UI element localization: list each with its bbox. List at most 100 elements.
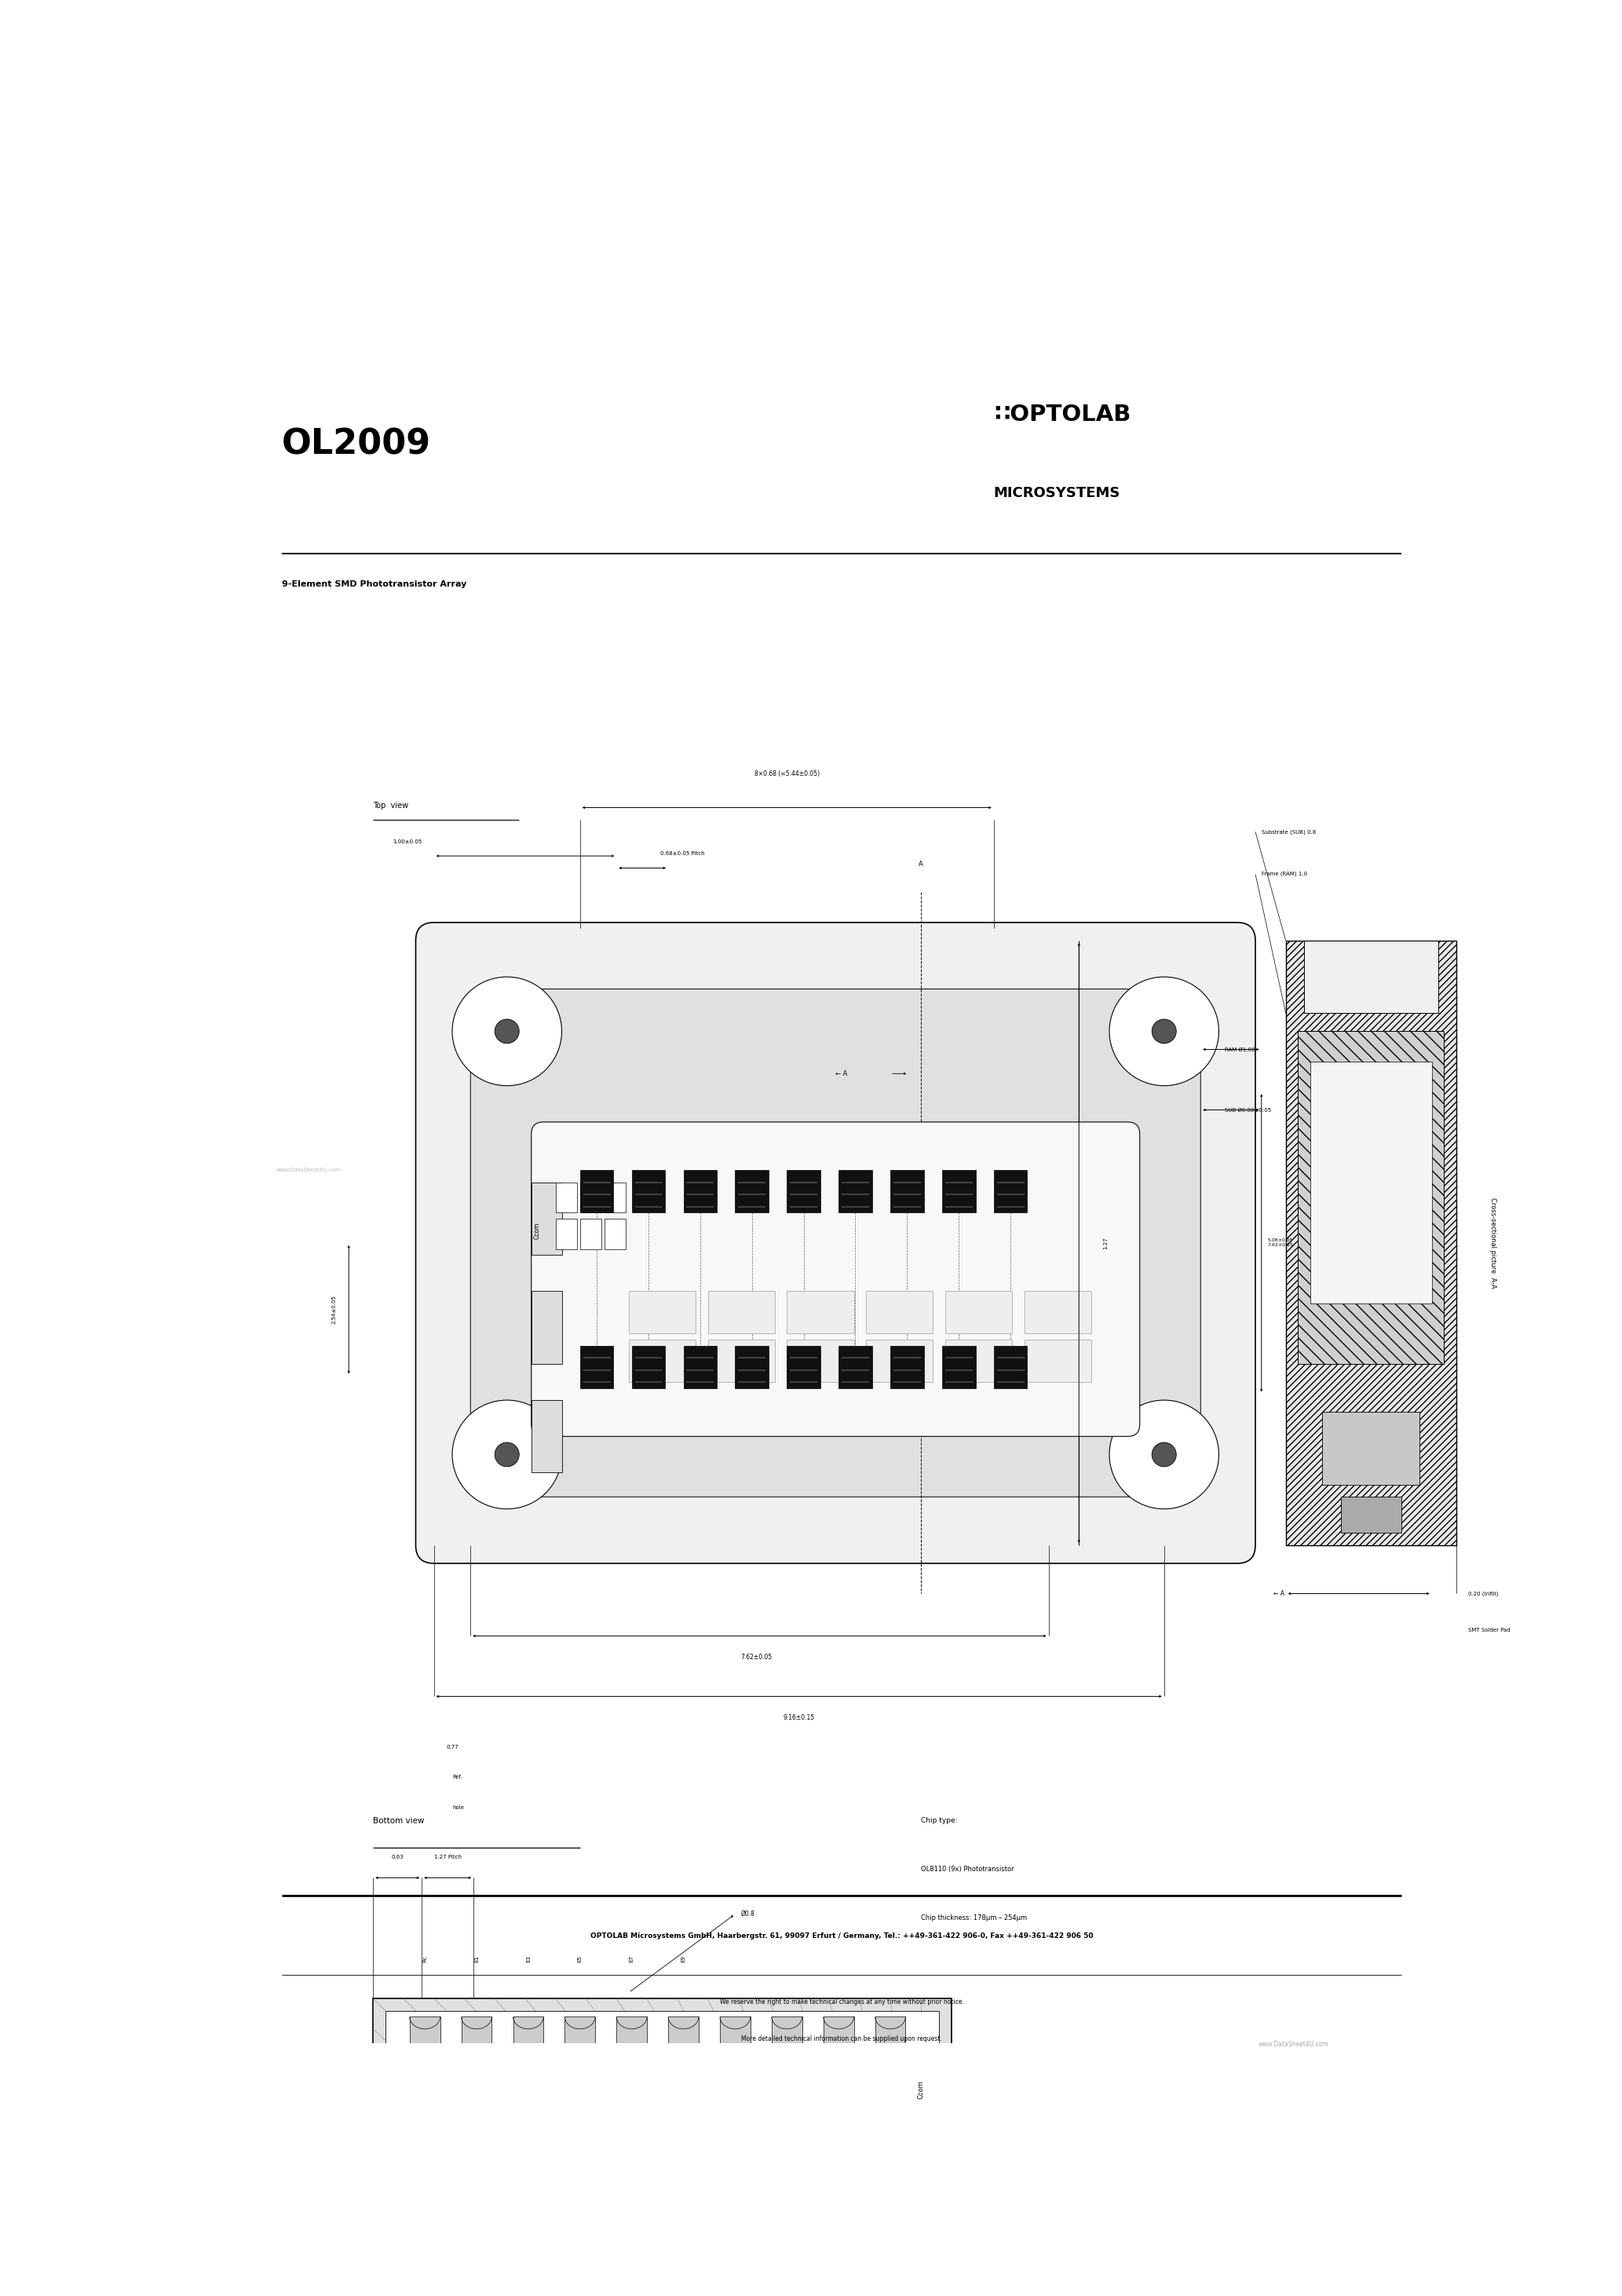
Circle shape (973, 2172, 991, 2188)
Bar (866, 1290, 933, 1334)
Circle shape (394, 2200, 456, 2259)
Bar (532, 1182, 561, 1256)
Text: E7: E7 (629, 1956, 634, 1963)
Bar (386, 2011, 939, 2096)
Text: RAM Ø1.00: RAM Ø1.00 (1225, 1047, 1255, 1052)
Bar (605, 1219, 626, 1249)
Text: Frame (RAM) 1.0: Frame (RAM) 1.0 (1262, 872, 1307, 877)
Bar (735, 1171, 769, 1212)
Text: We reserve the right to make technical changes at any time without prior notice.: We reserve the right to make technical c… (720, 2000, 963, 2007)
Text: 5.08±0.05
7.62±0.15: 5.08±0.05 7.62±0.15 (1267, 1238, 1293, 1247)
Circle shape (495, 1442, 519, 1467)
Text: More detailed technical information can be supplied upon request.: More detailed technical information can … (741, 2034, 942, 2041)
Text: Rc: Rc (422, 1956, 427, 1963)
FancyBboxPatch shape (415, 923, 1255, 1564)
Bar (1311, 1061, 1432, 1304)
Bar (564, 2016, 595, 2082)
Bar (824, 2016, 853, 2082)
Bar (373, 2000, 950, 2296)
Text: E5: E5 (577, 1956, 582, 1963)
Bar (787, 1171, 821, 1212)
Bar (605, 1182, 626, 1212)
Bar (946, 1339, 1012, 1382)
Circle shape (453, 976, 561, 1086)
Circle shape (550, 2200, 610, 2259)
Bar (946, 1290, 1012, 1334)
Text: Bottom view: Bottom view (373, 1818, 425, 1825)
Text: E9: E9 (681, 1956, 686, 1963)
Circle shape (704, 2200, 766, 2259)
Text: Ccom: Ccom (916, 2080, 925, 2099)
Circle shape (498, 2200, 558, 2259)
Text: 1.00±0.05: 1.00±0.05 (393, 838, 422, 845)
Text: 0.68±0.05 Pitch: 0.68±0.05 Pitch (660, 852, 706, 856)
Text: E3: E3 (526, 1956, 530, 1963)
Text: 7.62±0.05: 7.62±0.05 (741, 1653, 772, 1660)
Bar (556, 1182, 577, 1212)
Text: 2.54±0.05: 2.54±0.05 (333, 1295, 337, 1325)
Text: SMT Solder Pad: SMT Solder Pad (1468, 1628, 1510, 1632)
Bar (581, 1219, 602, 1249)
Text: Chip thickness: 178μm – 254μm: Chip thickness: 178μm – 254μm (921, 1915, 1027, 1922)
Text: 9.16±0.15: 9.16±0.15 (783, 1715, 814, 1722)
Bar (1322, 1412, 1419, 1486)
Text: 0.63: 0.63 (391, 1855, 404, 1860)
Bar (1298, 1031, 1444, 1364)
Bar (1023, 1339, 1092, 1382)
Text: 1.27 Pitch: 1.27 Pitch (435, 1855, 461, 1860)
Text: Substrate (SUB) 0.8: Substrate (SUB) 0.8 (1262, 829, 1315, 833)
Circle shape (1109, 976, 1218, 1086)
FancyBboxPatch shape (532, 1123, 1140, 1437)
Bar (772, 2016, 801, 2082)
Bar (994, 1345, 1027, 1389)
Bar (631, 1171, 665, 1212)
Text: 0.20 (Infill): 0.20 (Infill) (1468, 1591, 1499, 1596)
Text: ∷OPTOLAB: ∷OPTOLAB (994, 404, 1131, 425)
Bar (707, 1290, 775, 1334)
Circle shape (1046, 2172, 1064, 2188)
Bar (461, 2016, 491, 2082)
Bar (787, 1345, 821, 1389)
Bar (616, 2016, 647, 2082)
Text: 9-Element SMD Phototransistor Array: 9-Element SMD Phototransistor Array (282, 581, 467, 588)
Text: hole: hole (453, 1805, 464, 1809)
Bar (581, 1182, 602, 1212)
Bar (683, 1345, 717, 1389)
Bar (942, 1171, 975, 1212)
Circle shape (453, 1401, 561, 1508)
Text: Ref.: Ref. (453, 1775, 462, 1779)
Bar (556, 1219, 577, 1249)
Text: ← A: ← A (1273, 1591, 1285, 1598)
Bar (994, 1171, 1027, 1212)
Text: 1.27: 1.27 (1103, 1238, 1108, 1249)
Text: A: A (918, 861, 923, 868)
Bar (683, 1171, 717, 1212)
Text: Ø0.8: Ø0.8 (741, 1910, 756, 1917)
Circle shape (412, 2174, 431, 2193)
Text: www.DataSheet4U.com: www.DataSheet4U.com (276, 1169, 341, 1173)
Text: MICROSYSTEMS: MICROSYSTEMS (994, 487, 1121, 501)
Bar (839, 1171, 873, 1212)
Bar (707, 1339, 775, 1382)
Bar (1340, 1497, 1401, 1534)
Bar (839, 1345, 873, 1389)
Text: SUB Ø0.80±0.05: SUB Ø0.80±0.05 (1225, 1107, 1272, 1111)
Bar (513, 2016, 543, 2082)
Circle shape (446, 2200, 508, 2259)
Circle shape (602, 2200, 662, 2259)
Text: Chip type:: Chip type: (921, 1818, 957, 1825)
Circle shape (1152, 1442, 1176, 1467)
Bar (581, 1345, 613, 1389)
Bar (410, 2016, 440, 2082)
Bar (631, 1345, 665, 1389)
Bar (629, 1339, 696, 1382)
Text: 0.77: 0.77 (446, 1745, 459, 1750)
Text: ← A: ← A (835, 1070, 848, 1077)
Text: E1: E1 (474, 1956, 478, 1963)
Bar (720, 2016, 751, 2082)
Bar (876, 2016, 905, 2082)
Circle shape (808, 2200, 869, 2259)
Circle shape (1152, 1019, 1176, 1042)
Bar (866, 1339, 933, 1382)
Circle shape (756, 2200, 817, 2259)
